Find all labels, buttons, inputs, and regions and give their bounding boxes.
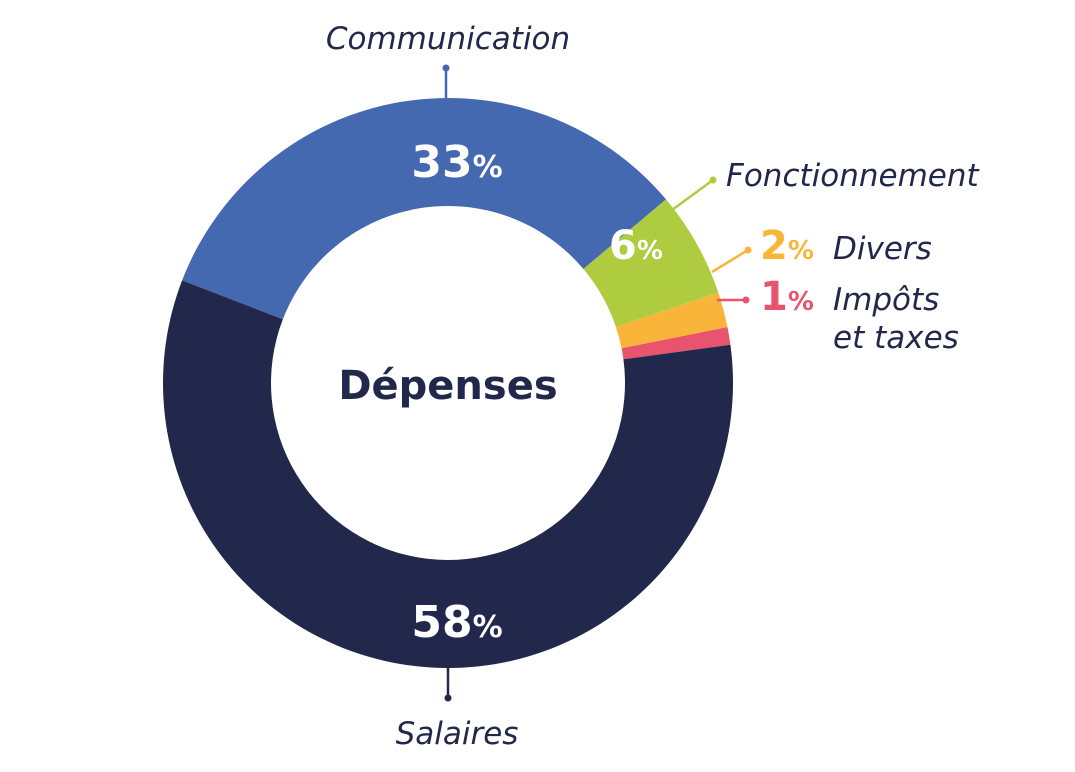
name-label-fonctionnement: Fonctionnement (726, 158, 981, 194)
leaders-layer (442, 64, 752, 702)
value-label-impots-et-taxes: 1% (760, 274, 814, 320)
name-label-salaires: Salaires (396, 716, 519, 752)
slice-impots-et-taxes (621, 327, 731, 360)
slice-fonctionnement (583, 199, 719, 327)
value-label-communication: 33% (411, 137, 502, 188)
slice-salaires (162, 280, 734, 668)
fonctionnement-leader-line (671, 178, 714, 212)
slice-divers (615, 292, 728, 349)
communication-leader-dot (442, 64, 450, 72)
name-label-impots-line-2: et taxes (833, 320, 959, 356)
value-label-salaires: 58% (411, 597, 502, 648)
center-label: Dépenses (338, 363, 557, 409)
fonctionnement-leader-dot (709, 176, 717, 184)
name-label-divers: Divers (833, 231, 932, 267)
slices-layer (162, 97, 734, 668)
name-label-impots-line-1: Impôts (833, 282, 939, 318)
salaires-leader-dot (444, 694, 452, 702)
divers-leader-dot (744, 246, 752, 254)
name-label-communication: Communication (326, 21, 570, 57)
impots-et-taxes-leader-dot (742, 296, 750, 304)
slice-communication (182, 97, 666, 320)
divers-leader-line (711, 248, 749, 274)
value-label-divers: 2% (760, 223, 814, 269)
labels-layer: 33% Communication 6% Fonctionnement 2% Divers… (326, 21, 981, 752)
value-label-fonctionnement: 6% (609, 223, 663, 269)
